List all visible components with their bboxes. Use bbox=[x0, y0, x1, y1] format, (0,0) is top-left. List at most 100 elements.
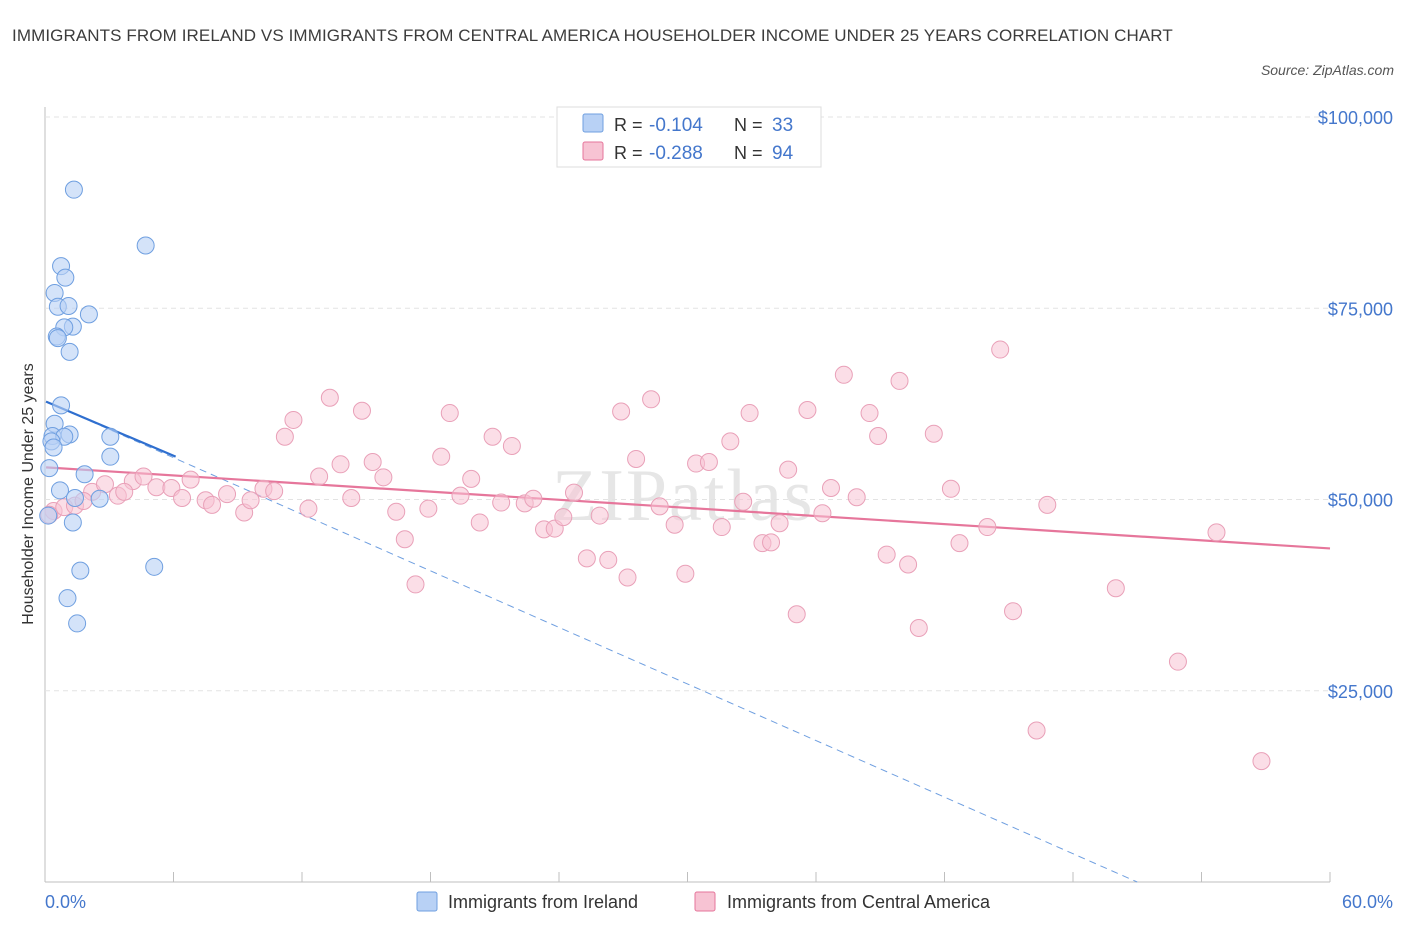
central-america-point bbox=[1168, 652, 1187, 671]
ireland-point bbox=[136, 236, 155, 255]
legend-n-value-central-america: 94 bbox=[772, 143, 794, 164]
central-america-point bbox=[676, 564, 695, 583]
x-tick-marks bbox=[44, 872, 1331, 882]
central-america-point bbox=[502, 436, 521, 455]
central-america-point bbox=[284, 410, 303, 429]
central-america-point bbox=[924, 424, 943, 443]
ireland-point bbox=[48, 329, 67, 348]
central-america-point bbox=[909, 619, 928, 638]
y-axis-label: Householder Income Under 25 years bbox=[20, 363, 37, 624]
central-america-point bbox=[470, 513, 489, 532]
ireland-point bbox=[90, 489, 109, 508]
central-america-point bbox=[218, 485, 237, 504]
central-america-point bbox=[1207, 523, 1226, 542]
central-america-point bbox=[950, 534, 969, 553]
central-america-point bbox=[1252, 752, 1271, 771]
central-america-point bbox=[712, 518, 731, 537]
central-america-point bbox=[599, 550, 618, 569]
central-america-point bbox=[374, 468, 393, 487]
central-america-point bbox=[770, 514, 789, 533]
central-america-point bbox=[991, 340, 1010, 359]
ireland-point bbox=[39, 506, 58, 525]
y-tick-label: $100,000 bbox=[1318, 108, 1393, 128]
central-america-point bbox=[1004, 602, 1023, 621]
y-tick-label: $50,000 bbox=[1328, 491, 1393, 511]
central-america-point bbox=[798, 400, 817, 419]
central-america-points bbox=[40, 340, 1271, 771]
central-america-point bbox=[440, 404, 459, 423]
ireland-point bbox=[52, 396, 71, 415]
central-america-point bbox=[115, 482, 134, 501]
ireland-point bbox=[44, 438, 63, 457]
central-america-point bbox=[860, 404, 879, 423]
central-america-point bbox=[1027, 721, 1046, 740]
central-america-point bbox=[275, 427, 294, 446]
y-tick-label: $25,000 bbox=[1328, 682, 1393, 702]
central-america-point bbox=[821, 479, 840, 498]
legend-swatch-central-america bbox=[582, 141, 604, 161]
ireland-points bbox=[39, 180, 164, 633]
central-america-point bbox=[834, 365, 853, 384]
legend-n-label-central-america: N = bbox=[734, 143, 763, 163]
chart-title: IMMIGRANTS FROM IRELAND VS IMMIGRANTS FR… bbox=[12, 26, 1173, 45]
central-america-point bbox=[483, 427, 502, 446]
series-legend: Immigrants from Ireland Immigrants from … bbox=[416, 891, 991, 912]
central-america-point bbox=[524, 489, 543, 508]
central-america-point bbox=[554, 508, 573, 527]
central-america-point bbox=[299, 499, 318, 518]
ireland-trend-extrapolated bbox=[45, 401, 1138, 883]
central-america-point bbox=[352, 401, 371, 420]
ireland-point bbox=[58, 589, 77, 608]
central-america-point bbox=[734, 492, 753, 511]
central-america-point bbox=[203, 495, 222, 514]
central-america-point bbox=[612, 402, 631, 421]
ireland-point bbox=[50, 481, 69, 500]
central-america-point bbox=[650, 497, 669, 516]
central-america-point bbox=[899, 555, 918, 574]
central-america-point bbox=[147, 478, 166, 497]
ireland-point bbox=[68, 614, 87, 633]
central-america-point bbox=[134, 467, 153, 486]
stats-legend: R = -0.104 N = 33 R = -0.288 N = 94 bbox=[556, 106, 822, 168]
central-america-point bbox=[869, 427, 888, 446]
bottom-legend-label-central-america: Immigrants from Central America bbox=[727, 892, 991, 912]
gridlines bbox=[45, 116, 1330, 692]
legend-r-label-central-america: R = bbox=[614, 143, 643, 163]
ireland-point bbox=[75, 465, 94, 484]
central-america-point bbox=[618, 568, 637, 587]
central-america-point bbox=[642, 390, 661, 409]
central-america-point bbox=[406, 575, 425, 594]
ireland-point bbox=[145, 557, 164, 576]
ireland-point bbox=[101, 427, 120, 446]
central-america-point bbox=[665, 515, 684, 534]
y-tick-labels: $100,000 $75,000 $50,000 $25,000 bbox=[1318, 108, 1393, 702]
central-america-point bbox=[699, 453, 718, 472]
central-america-point bbox=[462, 469, 481, 488]
x-tick-label-max: 60.0% bbox=[1342, 892, 1393, 912]
central-america-point bbox=[721, 432, 740, 451]
central-america-point bbox=[877, 545, 896, 564]
central-america-point bbox=[310, 467, 329, 486]
bottom-legend-swatch-ireland bbox=[416, 891, 438, 912]
legend-n-value-ireland: 33 bbox=[772, 115, 793, 136]
ireland-point bbox=[71, 561, 90, 580]
ireland-point bbox=[63, 513, 82, 532]
central-america-point bbox=[1038, 495, 1057, 514]
source-label: Source: ZipAtlas.com bbox=[1260, 62, 1394, 78]
central-america-point bbox=[451, 486, 470, 505]
central-america-point bbox=[395, 530, 414, 549]
central-america-point bbox=[387, 502, 406, 521]
legend-r-label-ireland: R = bbox=[614, 115, 643, 135]
x-tick-label-min: 0.0% bbox=[45, 892, 86, 912]
ireland-point bbox=[101, 447, 120, 466]
central-america-point bbox=[241, 491, 260, 510]
central-america-point bbox=[492, 493, 511, 512]
legend-r-value-ireland: -0.104 bbox=[649, 115, 703, 136]
central-america-point bbox=[181, 470, 200, 489]
bottom-legend-swatch-central-america bbox=[694, 891, 716, 912]
central-america-point bbox=[363, 453, 382, 472]
central-america-point bbox=[331, 455, 350, 474]
central-america-point bbox=[941, 479, 960, 498]
central-america-point bbox=[1106, 579, 1125, 598]
